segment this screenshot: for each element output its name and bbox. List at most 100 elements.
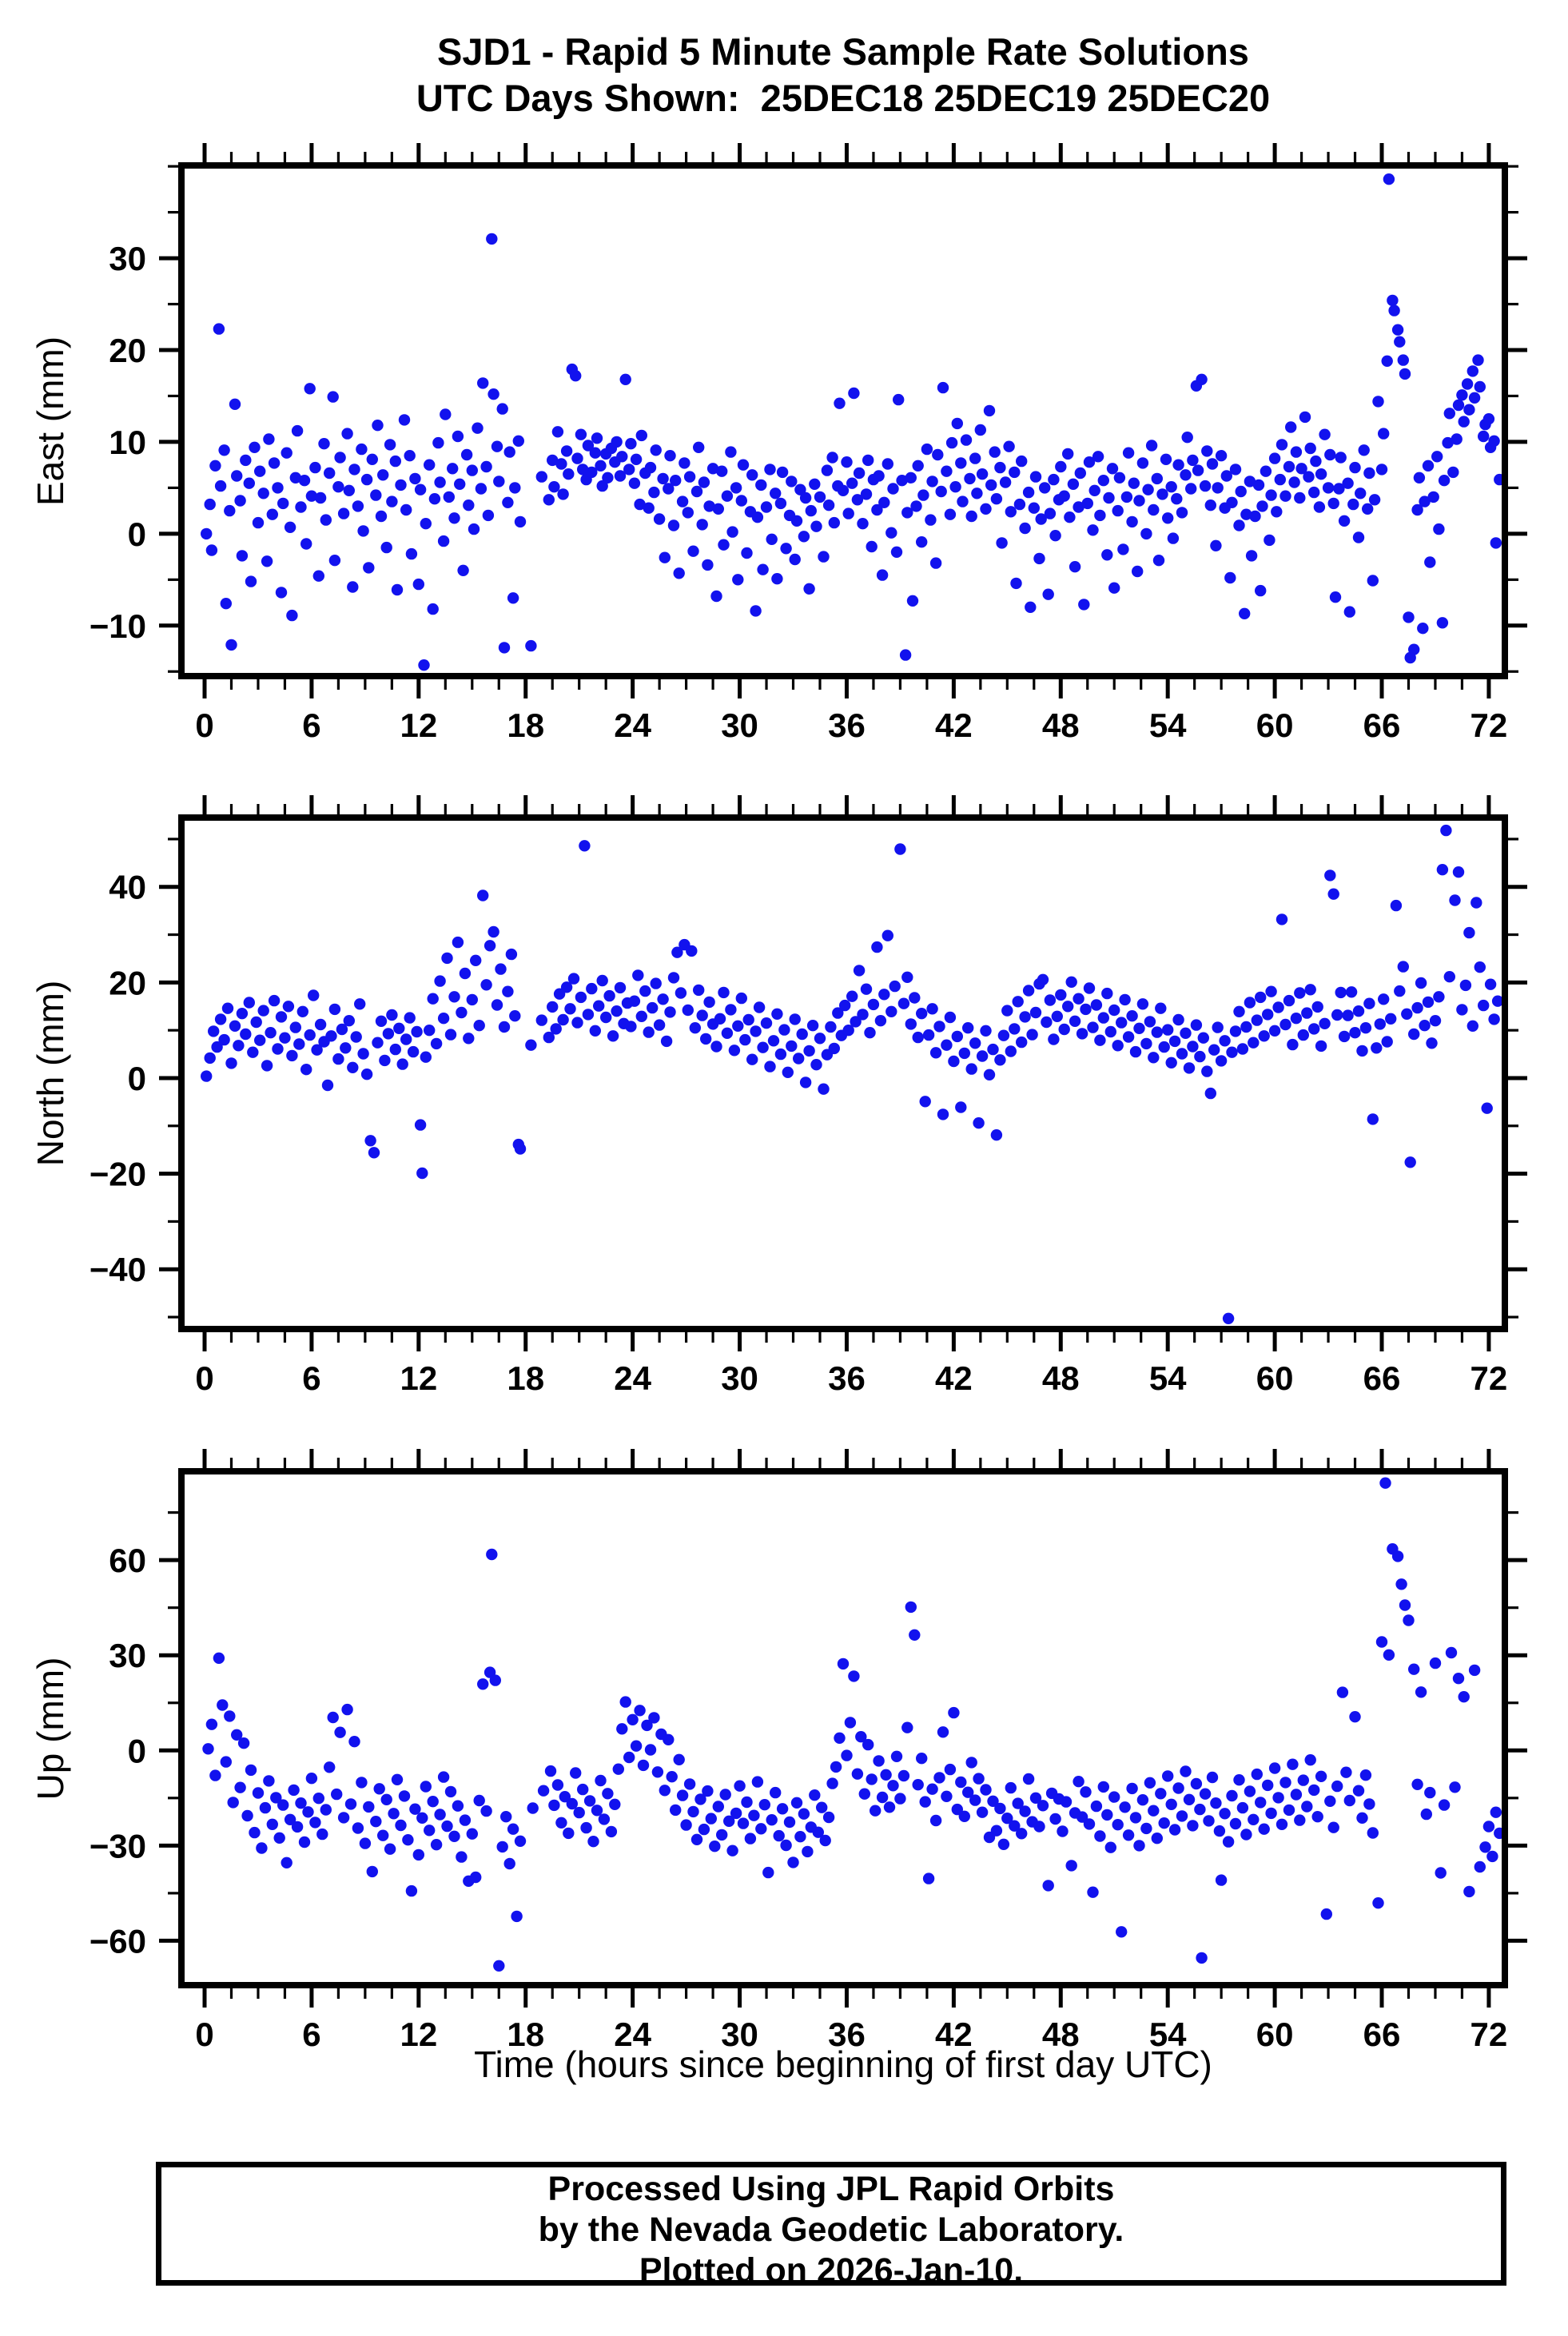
data-point [427,993,439,1005]
data-point [1119,993,1131,1006]
data-point [1352,1005,1365,1017]
data-point [1074,467,1087,480]
data-point [603,989,615,1002]
data-point [1022,486,1035,499]
data-point [359,1837,372,1849]
data-point [1010,577,1022,590]
data-point [1335,452,1347,464]
data-point [468,523,480,535]
data-point [1019,1805,1031,1817]
data-point [1112,1040,1124,1052]
data-point [567,973,580,985]
data-point [547,454,559,467]
data-point [750,605,762,617]
data-point [579,840,591,852]
data-point [949,481,961,493]
data-point [628,995,641,1007]
data-point [372,1037,384,1049]
data-point [932,448,944,461]
x-tick-label: 18 [507,706,544,744]
data-point [682,507,694,519]
data-point [1442,436,1454,449]
data-point [500,1811,512,1823]
data-point [958,1047,971,1060]
data-point [718,539,730,551]
data-point [366,1865,378,1878]
data-point [846,477,858,489]
data-point [676,1789,689,1801]
data-point [1272,1001,1284,1013]
data-point [209,460,221,472]
data-point [559,1791,571,1803]
data-point [1112,1819,1124,1831]
data-point [1215,1055,1228,1067]
data-point [871,503,883,516]
data-point [1324,448,1336,461]
data-point [312,1793,324,1805]
data-point [257,487,269,499]
data-point [958,1810,971,1822]
data-point [741,1796,753,1809]
x-tick-label: 48 [1042,706,1080,744]
data-point [1240,1829,1252,1841]
data-point [1212,1021,1224,1033]
data-point [1452,1673,1465,1685]
data-point [231,470,243,482]
data-point [1431,451,1443,463]
data-point [1176,1810,1188,1822]
data-point [666,1771,678,1783]
data-point [1408,1028,1420,1041]
data-point [703,996,715,1009]
data-point [803,1045,815,1057]
y-tick-label: −40 [90,1251,146,1288]
data-point [341,1703,353,1716]
data-point [1331,1780,1343,1793]
data-point [229,1020,241,1033]
data-point [1037,973,1049,986]
data-point [774,1048,787,1061]
data-point [1452,866,1465,878]
data-point [340,1042,352,1054]
data-point [926,1003,938,1015]
data-point [1065,1860,1077,1872]
data-point [375,510,388,523]
data-point [375,1015,388,1028]
data-point [295,1797,307,1809]
data-point [596,974,608,987]
data-point [577,1783,589,1796]
data-point [1197,1032,1210,1044]
data-point [236,550,249,562]
data-point [1049,1813,1061,1825]
data-point [284,1813,296,1825]
data-point [680,1819,692,1831]
data-point [798,1808,810,1820]
data-point [1262,1009,1274,1021]
data-point [926,1783,938,1795]
data-point [496,403,508,415]
data-point [1456,389,1468,401]
data-point [1144,1016,1156,1028]
data-point [514,1835,527,1847]
data-point [213,1652,225,1664]
data-point [809,478,821,490]
data-point [1145,440,1158,452]
data-point [277,1799,289,1811]
data-point [734,1780,746,1792]
data-point [663,1733,675,1745]
data-point [742,1013,754,1026]
data-point [370,489,382,501]
x-tick-label: 6 [302,1359,320,1397]
data-point [227,1797,239,1809]
data-point [641,1719,653,1732]
data-point [327,391,339,403]
data-point [314,491,327,504]
north-data-points [201,824,1504,1325]
data-point [1026,1029,1038,1041]
data-point [637,1759,650,1772]
data-point [1371,1042,1383,1054]
x-tick-labels: 0 6 12 18 24 30 36 42 48 54 60 66 72 [195,706,1507,744]
data-point [1196,373,1208,385]
x-tick-label: 12 [400,1359,437,1397]
data-point [1168,1824,1181,1836]
footer-line-1: Processed Using JPL Rapid Orbits [547,2170,1115,2208]
